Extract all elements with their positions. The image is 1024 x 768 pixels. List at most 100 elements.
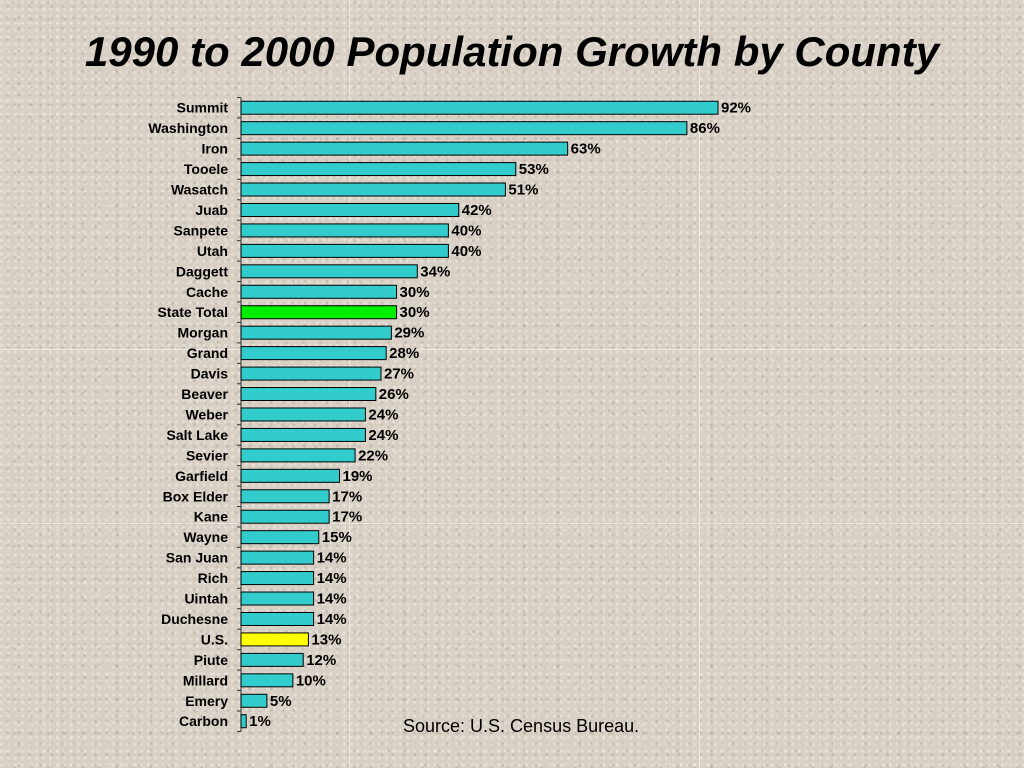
data-label: 24% xyxy=(368,406,398,423)
bar xyxy=(240,468,341,483)
bar xyxy=(240,714,247,729)
category-label: San Juan xyxy=(166,550,228,566)
category-label: Kane xyxy=(194,509,228,525)
category-label: Salt Lake xyxy=(167,427,229,443)
bar xyxy=(240,202,460,217)
category-label: Wasatch xyxy=(171,182,228,198)
category-label: Box Elder xyxy=(163,488,229,504)
bar xyxy=(240,427,366,442)
bar xyxy=(240,141,569,156)
background-gridline xyxy=(699,0,700,768)
data-label: 13% xyxy=(311,631,341,648)
bar xyxy=(240,100,719,115)
data-label: 1% xyxy=(249,713,271,730)
category-label: Duchesne xyxy=(161,611,228,627)
bar xyxy=(240,550,315,565)
data-label: 27% xyxy=(384,366,414,383)
category-label: Daggett xyxy=(176,263,228,279)
category-label: Weber xyxy=(185,406,228,422)
category-label: Cache xyxy=(186,284,228,300)
data-label: 10% xyxy=(296,672,326,689)
bar xyxy=(240,448,356,463)
category-label: Iron xyxy=(202,141,228,157)
data-label: 28% xyxy=(389,345,419,362)
chart-title: 1990 to 2000 Population Growth by County xyxy=(84,28,940,75)
source-note: Source: U.S. Census Bureau. xyxy=(403,716,640,736)
category-label: Piute xyxy=(194,652,228,668)
data-label: 17% xyxy=(332,488,362,505)
data-label: 26% xyxy=(379,386,409,403)
category-label: Juab xyxy=(195,202,228,218)
data-label: 86% xyxy=(690,120,720,137)
data-label: 53% xyxy=(519,161,549,178)
data-label: 22% xyxy=(358,447,388,464)
data-label: 34% xyxy=(420,263,450,280)
data-label: 29% xyxy=(394,325,424,342)
category-label: Sevier xyxy=(186,447,229,463)
data-label: 14% xyxy=(317,570,347,587)
background-gridline xyxy=(0,523,1024,524)
data-label: 63% xyxy=(571,141,601,158)
data-label: 51% xyxy=(508,182,538,199)
category-label: Washington xyxy=(148,120,228,136)
data-label: 12% xyxy=(306,652,336,669)
background-gridline xyxy=(0,349,1024,350)
data-label: 40% xyxy=(451,222,481,239)
bar xyxy=(240,530,320,545)
data-label: 30% xyxy=(400,304,430,321)
bar xyxy=(240,611,315,626)
data-label: 24% xyxy=(368,427,398,444)
bar xyxy=(240,591,315,606)
bar xyxy=(240,387,377,402)
data-label: 14% xyxy=(317,591,347,608)
data-label: 17% xyxy=(332,509,362,526)
data-label: 19% xyxy=(343,468,373,485)
category-label: Davis xyxy=(191,366,229,382)
bar xyxy=(240,366,382,381)
bar xyxy=(240,284,398,299)
data-label: 40% xyxy=(451,243,481,260)
bar xyxy=(240,121,688,136)
data-label: 5% xyxy=(270,693,292,710)
data-label: 15% xyxy=(322,529,352,546)
bar xyxy=(240,223,449,238)
category-label: Grand xyxy=(187,345,228,361)
bar xyxy=(240,264,418,279)
category-label: Millard xyxy=(183,672,228,688)
category-label: Emery xyxy=(185,693,228,709)
bar xyxy=(240,673,294,688)
category-label: Tooele xyxy=(184,161,228,177)
bar xyxy=(240,571,315,586)
bar xyxy=(240,325,392,340)
data-label: 42% xyxy=(462,202,492,219)
category-label: U.S. xyxy=(201,631,228,647)
category-label: Uintah xyxy=(184,591,228,607)
category-label: Rich xyxy=(198,570,228,586)
data-label: 14% xyxy=(317,611,347,628)
bar xyxy=(240,407,366,422)
bar xyxy=(240,162,517,177)
category-label: Beaver xyxy=(181,386,228,402)
category-label: Morgan xyxy=(177,325,228,341)
category-label: Sanpete xyxy=(174,222,229,238)
data-label: 92% xyxy=(721,100,751,117)
bar xyxy=(240,509,330,524)
category-label: Wayne xyxy=(183,529,228,545)
bar xyxy=(240,243,449,258)
background-gridline xyxy=(349,0,350,768)
category-label: Garfield xyxy=(175,468,228,484)
bar xyxy=(240,693,268,708)
category-label: State Total xyxy=(157,304,228,320)
data-label: 30% xyxy=(400,284,430,301)
bar xyxy=(240,305,398,320)
category-label: Utah xyxy=(197,243,228,259)
bar xyxy=(240,346,387,361)
category-label: Carbon xyxy=(179,713,228,729)
category-label: Summit xyxy=(177,100,229,116)
bar xyxy=(240,182,506,197)
data-label: 14% xyxy=(317,550,347,567)
bar xyxy=(240,652,304,667)
bar xyxy=(240,489,330,504)
bar xyxy=(240,632,309,647)
